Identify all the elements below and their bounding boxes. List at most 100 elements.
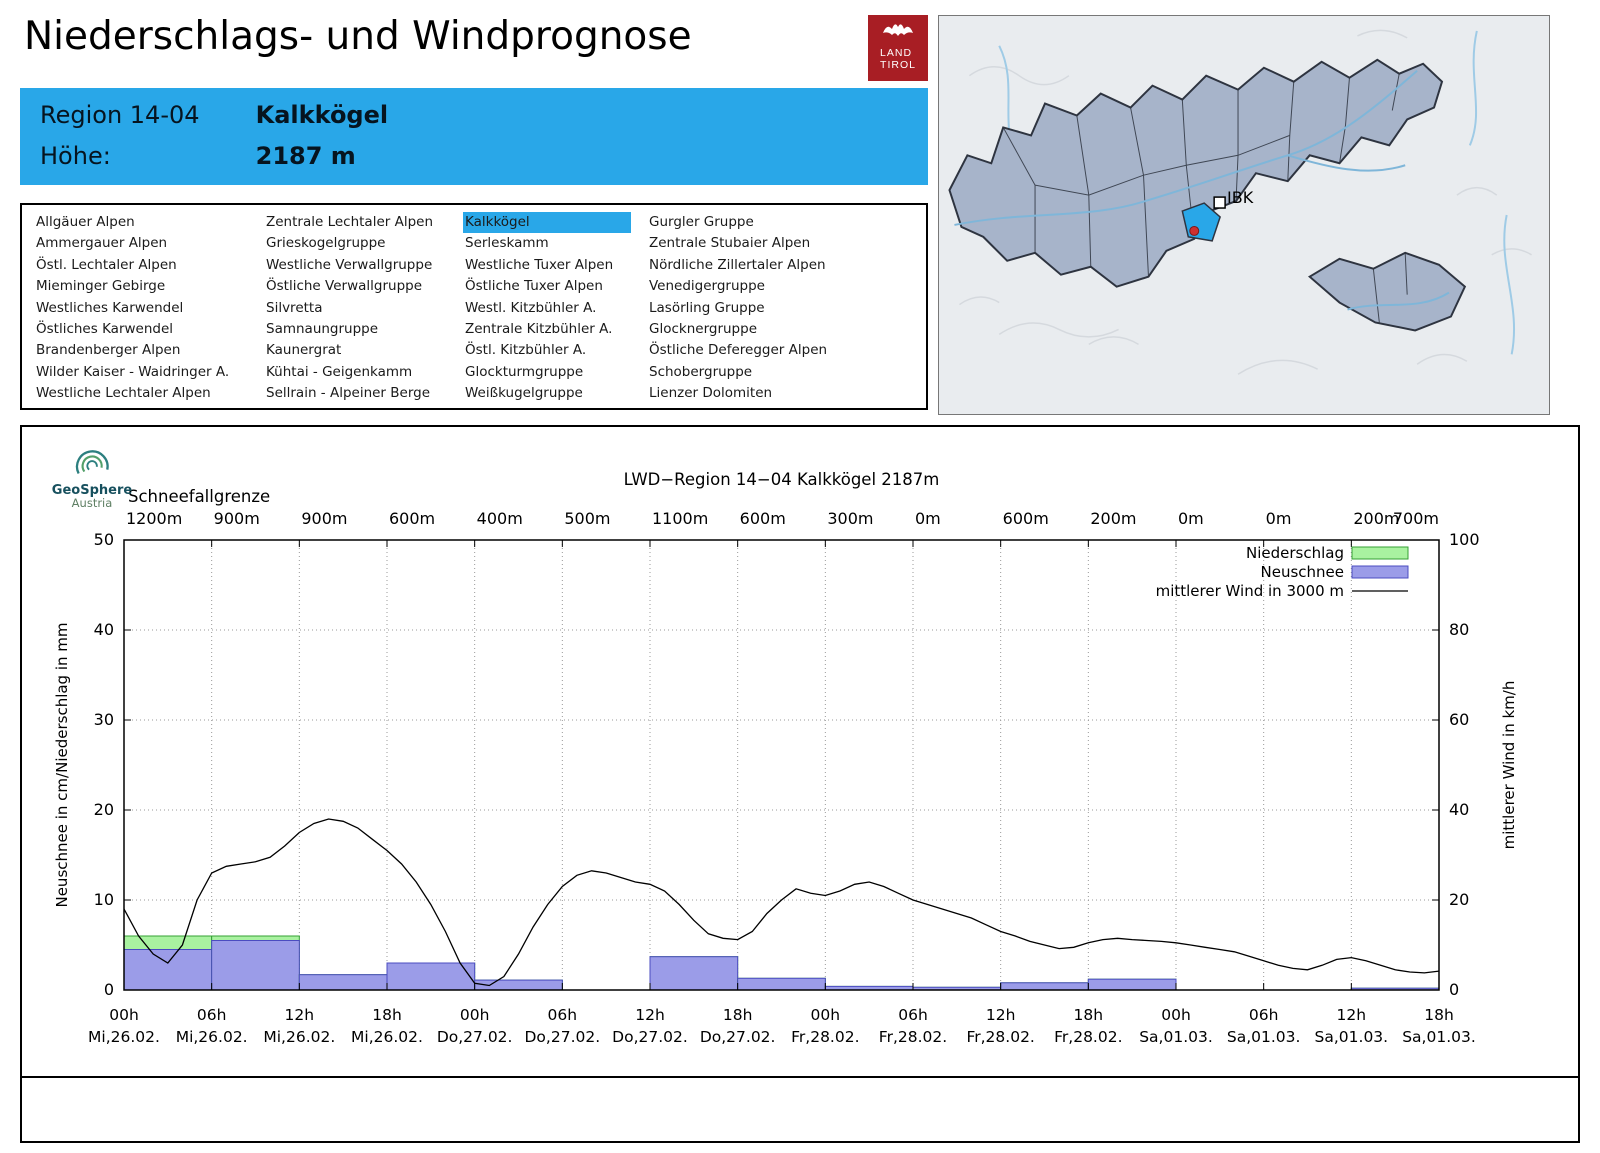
region-list-item[interactable]: Gurgler Gruppe	[649, 214, 754, 230]
land-tirol-logo: LAND TIROL	[868, 15, 928, 81]
svg-text:00h: 00h	[109, 1006, 139, 1024]
region-list-item[interactable]: Allgäuer Alpen	[36, 214, 135, 230]
region-list-item[interactable]: Serleskamm	[465, 235, 549, 252]
svg-text:60: 60	[1449, 710, 1469, 729]
svg-text:00h: 00h	[460, 1006, 490, 1024]
region-list-item[interactable]: Westl. Kitzbühler A.	[465, 299, 597, 316]
page-title: Niederschlags- und Windprognose	[24, 14, 692, 59]
region-column: Allgäuer Alpen Ammergauer Alpen Östl. Lech…	[34, 212, 264, 405]
region-list-item[interactable]: Ammergauer Alpen	[36, 235, 168, 252]
region-column: Zentrale Lechtaler Alpen Grieskogelgruppe…	[264, 212, 463, 405]
region-info-box: Region 14-04 Kalkkögel Höhe: 2187 m	[20, 88, 928, 185]
region-list-item[interactable]: Westliche Tuxer Alpen	[465, 256, 614, 273]
region-list-item[interactable]: Östl. Kitzbühler A.	[465, 342, 587, 359]
region-list-item[interactable]: Westliche Verwallgruppe	[266, 256, 433, 273]
hoehe-label: Höhe:	[40, 142, 111, 170]
svg-text:10: 10	[94, 890, 114, 909]
region-list-item[interactable]: Westliches Karwendel	[36, 299, 184, 316]
region-list-item[interactable]: Östliches Karwendel	[36, 320, 174, 337]
region-list-item[interactable]: Zentrale Lechtaler Alpen	[266, 214, 434, 230]
svg-text:100: 100	[1449, 530, 1480, 549]
svg-text:600m: 600m	[389, 509, 435, 528]
svg-text:40: 40	[1449, 800, 1469, 819]
svg-text:LWD−Region 14−04 Kalkkögel 218: LWD−Region 14−04 Kalkkögel 2187m	[624, 470, 940, 489]
svg-text:Sa,01.03.: Sa,01.03.	[1315, 1028, 1389, 1046]
region-list-item[interactable]: Weißkugelgruppe	[465, 385, 583, 402]
region-list-item[interactable]: Zentrale Kitzbühler A.	[465, 320, 613, 337]
svg-text:06h: 06h	[548, 1006, 578, 1024]
svg-text:18h: 18h	[1074, 1006, 1104, 1024]
tirol-map[interactable]: IBK	[938, 15, 1550, 415]
region-list-item[interactable]: Kaunergrat	[266, 342, 342, 359]
hoehe-value: 2187 m	[255, 142, 356, 170]
region-list-item[interactable]: Venedigergruppe	[649, 278, 765, 295]
region-list-item[interactable]: Schobergruppe	[649, 363, 753, 380]
svg-text:12h: 12h	[986, 1006, 1016, 1024]
geosphere-logo: GeoSphere Austria	[44, 441, 140, 510]
svg-text:Do,27.02.: Do,27.02.	[525, 1028, 601, 1046]
region-list-item[interactable]: Silvretta	[266, 299, 323, 316]
svg-text:20: 20	[94, 800, 114, 819]
svg-text:Mi,26.02.: Mi,26.02.	[351, 1028, 423, 1046]
footer-box	[20, 1076, 1580, 1143]
svg-text:18h: 18h	[723, 1006, 753, 1024]
svg-text:18h: 18h	[372, 1006, 402, 1024]
region-list-item[interactable]: Westliche Lechtaler Alpen	[36, 385, 211, 402]
svg-text:mittlerer Wind in 3000 m: mittlerer Wind in 3000 m	[1156, 582, 1344, 600]
svg-text:Sa,01.03.: Sa,01.03.	[1227, 1028, 1301, 1046]
svg-text:500m: 500m	[564, 509, 610, 528]
region-list-item[interactable]: Kühtai - Geigenkamm	[266, 363, 413, 380]
svg-text:0m: 0m	[915, 509, 941, 528]
svg-text:Schneefallgrenze: Schneefallgrenze	[128, 487, 270, 506]
svg-text:700m: 700m	[1393, 509, 1439, 528]
region-list-item[interactable]: Zentrale Stubaier Alpen	[649, 235, 811, 252]
svg-text:Sa,01.03.: Sa,01.03.	[1402, 1028, 1476, 1046]
logo-line1: LAND	[880, 47, 913, 59]
region-list-item[interactable]: Kalkkögel	[463, 212, 647, 234]
region-list-item[interactable]: Östliche Deferegger Alpen	[649, 342, 828, 359]
region-list-item[interactable]: Sellrain - Alpeiner Berge	[266, 385, 431, 402]
svg-text:12h: 12h	[285, 1006, 315, 1024]
region-list-item[interactable]: Östliche Tuxer Alpen	[465, 278, 603, 295]
svg-text:900m: 900m	[214, 509, 260, 528]
region-list-item[interactable]: Lienzer Dolomiten	[649, 385, 773, 402]
region-list-item[interactable]: Östl. Lechtaler Alpen	[36, 256, 177, 273]
tirol-eagle-icon	[880, 19, 916, 45]
tirol-map-graphic	[939, 16, 1549, 414]
svg-text:Mi,26.02.: Mi,26.02.	[176, 1028, 248, 1046]
svg-text:Fr,28.02.: Fr,28.02.	[879, 1028, 947, 1046]
region-list-item[interactable]: Nördliche Zillertaler Alpen	[649, 256, 826, 273]
svg-text:0m: 0m	[1178, 509, 1204, 528]
region-list-item[interactable]: Östliche Verwallgruppe	[266, 278, 423, 295]
svg-text:900m: 900m	[301, 509, 347, 528]
region-list-item[interactable]: Mieminger Gebirge	[36, 278, 166, 295]
svg-text:0: 0	[104, 980, 114, 999]
svg-text:Do,27.02.: Do,27.02.	[612, 1028, 688, 1046]
geosphere-country: Austria	[71, 496, 113, 510]
svg-text:0: 0	[1449, 980, 1459, 999]
region-list-item[interactable]: Wilder Kaiser - Waidringer A.	[36, 363, 230, 380]
svg-text:06h: 06h	[1249, 1006, 1279, 1024]
region-list-item[interactable]: Glockturmgruppe	[465, 363, 584, 380]
svg-text:Do,27.02.: Do,27.02.	[700, 1028, 776, 1046]
region-list-item[interactable]: Samnaungruppe	[266, 320, 379, 337]
svg-text:600m: 600m	[740, 509, 786, 528]
svg-text:18h: 18h	[1424, 1006, 1454, 1024]
svg-text:Mi,26.02.: Mi,26.02.	[263, 1028, 335, 1046]
map-east-tirol	[1307, 251, 1467, 332]
svg-text:40: 40	[94, 620, 114, 639]
region-list-item[interactable]: Lasörling Gruppe	[649, 299, 765, 316]
region-list-item[interactable]: Glocknergruppe	[649, 320, 758, 337]
svg-text:Sa,01.03.: Sa,01.03.	[1139, 1028, 1213, 1046]
svg-text:00h: 00h	[811, 1006, 841, 1024]
geosphere-spiral-icon	[75, 450, 109, 474]
region-list-item[interactable]: Grieskogelgruppe	[266, 235, 386, 252]
region-list-item[interactable]: Brandenberger Alpen	[36, 342, 181, 359]
ibk-label: IBK	[1227, 188, 1254, 207]
svg-text:20: 20	[1449, 890, 1469, 909]
region-list: Allgäuer Alpen Ammergauer Alpen Östl. Lech…	[20, 203, 928, 410]
svg-text:1200m: 1200m	[126, 509, 182, 528]
region-value: Kalkkögel	[255, 101, 389, 129]
svg-text:mittlerer Wind in km/h: mittlerer Wind in km/h	[1500, 681, 1518, 850]
